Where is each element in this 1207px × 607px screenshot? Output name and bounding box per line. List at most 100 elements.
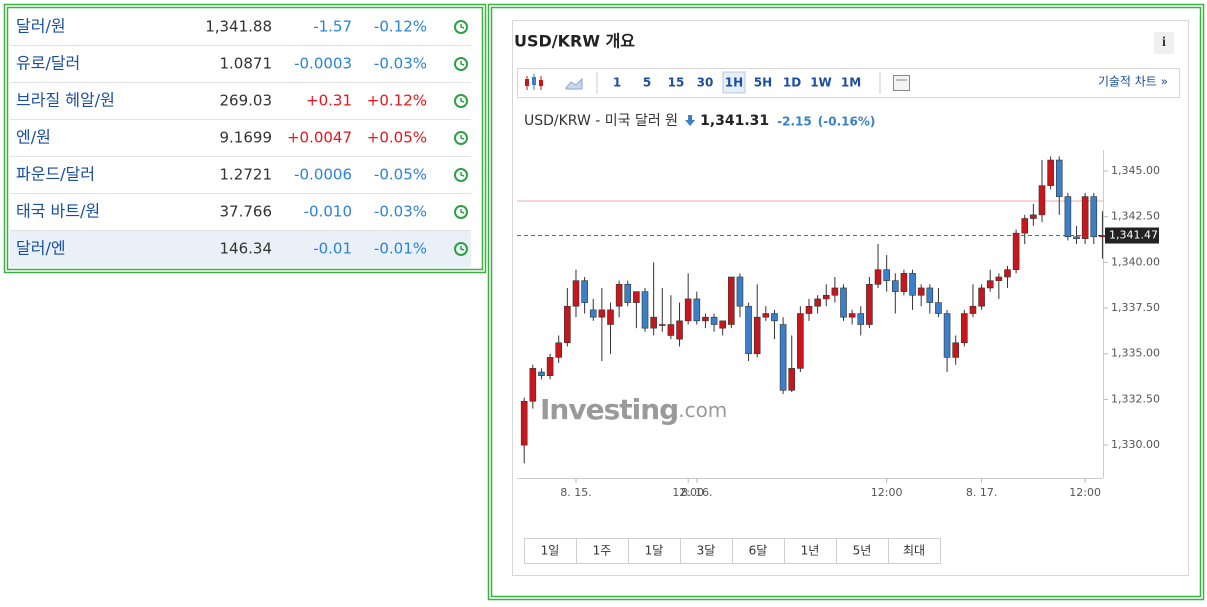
range-label[interactable]: 1일 — [541, 544, 560, 558]
y-tick-label: 1,345.00 — [1111, 164, 1160, 177]
candle-body — [581, 280, 588, 303]
candle-body — [546, 357, 554, 376]
candle-body — [814, 298, 821, 307]
change: -0.01 — [313, 240, 352, 258]
candle-body — [676, 320, 683, 340]
toolbar — [517, 68, 1180, 98]
panel-frame-inner — [490, 6, 1202, 598]
change-pct: -0.03% — [374, 55, 427, 73]
x-tick-label: 8. 17. — [966, 486, 998, 499]
pair-name[interactable]: 태국 바트/원 — [16, 202, 100, 221]
range-button[interactable] — [628, 538, 681, 564]
clock-hands — [460, 98, 465, 103]
change-pct: -0.05% — [374, 166, 427, 184]
clock-hands — [460, 24, 465, 29]
candle-body — [917, 287, 925, 296]
candle-body — [555, 342, 563, 358]
candle-body — [1064, 196, 1072, 238]
row-selected[interactable] — [10, 231, 471, 267]
candle-body — [805, 305, 813, 314]
row[interactable] — [10, 157, 471, 193]
toolbar-button[interactable]: 1M — [841, 76, 861, 90]
row[interactable] — [10, 194, 471, 230]
candle-body — [857, 313, 865, 325]
toolbar-button[interactable]: 5 — [643, 76, 651, 90]
toolbar-button[interactable]: 1H — [725, 76, 743, 90]
change-pct: +0.05% — [367, 129, 427, 147]
range-button[interactable] — [836, 538, 889, 564]
calendar-icon[interactable] — [893, 75, 910, 91]
row[interactable] — [10, 120, 471, 156]
info-icon[interactable]: i — [1162, 35, 1166, 50]
range-button[interactable] — [576, 538, 629, 564]
range-label[interactable]: 최대 — [903, 544, 925, 558]
candle-body — [891, 280, 899, 292]
y-tick-label: 1,337.50 — [1111, 301, 1160, 314]
range-label[interactable]: 1주 — [593, 544, 612, 558]
candle-body — [693, 298, 701, 322]
candle-body — [926, 287, 934, 303]
candle-body — [797, 313, 804, 369]
toolbar-button[interactable]: 15 — [668, 76, 685, 90]
clock-icon — [454, 131, 468, 145]
y-tick-label: 1,342.50 — [1111, 210, 1160, 223]
candle-body — [710, 316, 718, 325]
price: 9.1699 — [220, 129, 273, 147]
x-tick-label: 8. 15. — [560, 486, 592, 499]
x-tick-label: 12:00 — [871, 486, 903, 499]
candle-body — [684, 298, 692, 322]
pair-name[interactable]: 유로/달러 — [16, 54, 80, 73]
toolbar-button[interactable]: 30 — [697, 76, 714, 90]
range-button[interactable] — [732, 538, 785, 564]
candle-body — [719, 320, 726, 329]
range-button[interactable] — [888, 538, 941, 564]
pair-name[interactable]: 달러/엔 — [16, 239, 66, 258]
pair-name[interactable]: 브라질 헤알/원 — [16, 91, 115, 110]
range-label[interactable]: 1달 — [645, 544, 664, 558]
table-frame-inner — [6, 6, 484, 271]
clock-hands — [460, 61, 465, 66]
y-tick-label: 1,330.00 — [1111, 438, 1160, 451]
range-label[interactable]: 5년 — [853, 544, 872, 558]
range-button[interactable] — [680, 538, 733, 564]
candle-body — [1038, 185, 1046, 216]
range-label[interactable]: 6달 — [749, 544, 768, 558]
area-icon[interactable] — [565, 77, 583, 90]
change: +0.0047 — [287, 129, 352, 147]
info-button[interactable] — [1154, 32, 1174, 54]
candle-body — [1012, 232, 1020, 270]
clock-icon — [454, 57, 468, 71]
pair-name[interactable]: 파운드/달러 — [16, 165, 95, 184]
candle-body — [702, 316, 709, 322]
range-label[interactable]: 1년 — [801, 544, 820, 558]
clock-icon — [454, 242, 468, 256]
toolbar-button[interactable]: 1 — [613, 76, 621, 90]
tech-chart-link[interactable]: 기술적 차트 » — [1098, 75, 1168, 89]
price: 1.0871 — [220, 55, 273, 73]
range-label[interactable]: 3달 — [697, 544, 716, 558]
candle-body — [1004, 269, 1011, 278]
candle-body — [753, 316, 761, 355]
candle-body — [538, 371, 545, 376]
toolbar-button[interactable]: 1D — [783, 76, 801, 90]
candle-body — [1030, 214, 1037, 219]
row[interactable] — [10, 46, 471, 82]
row[interactable] — [10, 83, 471, 119]
toolbar-button[interactable]: 5H — [754, 76, 772, 90]
candle-body — [1099, 235, 1106, 238]
candle-body — [935, 302, 942, 314]
price-change: -2.15 — [777, 115, 812, 129]
toolbar-button[interactable]: 1W — [810, 76, 832, 90]
candle-icon[interactable] — [525, 74, 543, 90]
candle-body — [728, 276, 735, 325]
down-arrow — [685, 115, 696, 126]
range-button[interactable] — [524, 538, 577, 564]
pair-name[interactable]: 달러/원 — [16, 17, 66, 36]
range-button[interactable] — [784, 538, 837, 564]
price: 1.2721 — [220, 166, 273, 184]
row[interactable] — [10, 9, 471, 45]
candle-body — [831, 287, 839, 296]
candle-body — [771, 313, 778, 322]
x-tick-label: 12:00 — [672, 486, 704, 499]
pair-name[interactable]: 엔/원 — [16, 128, 51, 147]
